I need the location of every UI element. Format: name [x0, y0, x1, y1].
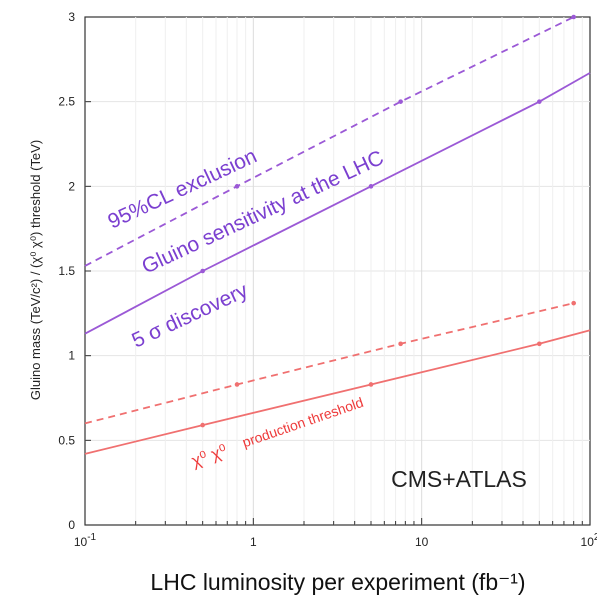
annotation-experiment: CMS+ATLAS	[391, 466, 527, 492]
y-axis-label: Gluino mass (TeV/c²) / (χ⁰ χ⁰) threshold…	[28, 140, 43, 400]
x-tick-label: 10	[415, 535, 429, 549]
series-group	[84, 14, 591, 455]
y-tick-label: 3	[68, 10, 75, 24]
grid	[85, 17, 590, 525]
data-point	[234, 184, 240, 189]
x-axis: 10-1 1 10 102	[74, 518, 597, 549]
data-point	[398, 341, 403, 347]
y-tick-label: 1.5	[58, 264, 75, 278]
series-line-1	[84, 16, 575, 267]
y-tick-label: 1	[68, 349, 75, 363]
data-point	[234, 382, 240, 387]
data-point	[537, 341, 542, 347]
x-tick-label: 102	[581, 532, 597, 549]
series-line-3	[84, 302, 574, 425]
data-point	[200, 422, 205, 428]
data-point	[571, 300, 576, 306]
y-tick-label: 0.5	[58, 433, 75, 447]
y-tick-label: 2	[68, 179, 75, 193]
data-point	[537, 99, 542, 104]
y-tick-label: 2.5	[58, 95, 75, 109]
data-point	[368, 382, 374, 387]
data-point	[398, 99, 403, 104]
y-tick-label: 0	[68, 518, 75, 532]
data-point	[200, 268, 205, 274]
x-tick-label: 1	[250, 535, 257, 549]
data-point	[368, 184, 374, 189]
x-axis-label: LHC luminosity per experiment (fb⁻¹)	[150, 569, 525, 595]
data-point	[571, 14, 576, 20]
x-tick-label: 10-1	[74, 532, 97, 549]
y-axis: 0 0.5 1 1.5 2 2.5 3	[58, 10, 91, 532]
